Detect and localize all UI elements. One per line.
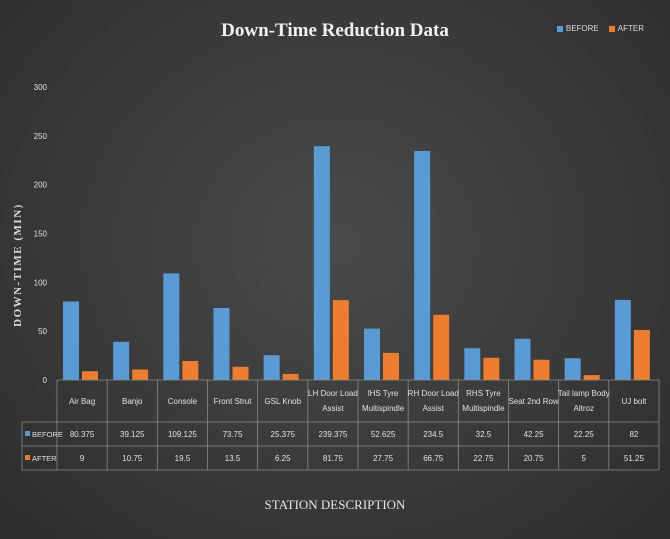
bar-before-8 (464, 348, 481, 380)
bar-after-5 (332, 300, 349, 380)
data-label-after: 27.75 (373, 454, 394, 463)
x-tick-label: Front Strut (214, 397, 253, 406)
data-label-before: 39.125 (120, 430, 145, 439)
table-legend-key-after (25, 455, 30, 460)
bar-after-2 (182, 360, 199, 380)
x-tick-label: UJ bolt (621, 397, 647, 406)
y-tick-label: 200 (34, 181, 48, 190)
data-label-after: 9 (80, 454, 85, 463)
x-tick-label: Console (168, 397, 198, 406)
x-tick-label: Assist (322, 404, 344, 413)
data-label-after: 81.75 (323, 454, 344, 463)
data-label-before: 42.25 (524, 430, 545, 439)
x-axis-title: STATION DESCRIPTION (264, 497, 406, 512)
legend-item-after: AFTER (608, 24, 644, 33)
data-label-after: 6.25 (275, 454, 291, 463)
data-label-after: 51.25 (624, 454, 645, 463)
bar-after-9 (533, 359, 550, 380)
bar-before-9 (514, 338, 531, 380)
data-label-after: 22.75 (473, 454, 494, 463)
x-tick-label: lHS Tyre (368, 389, 399, 398)
data-label-after: 19.5 (175, 454, 191, 463)
data-label-before: 239.375 (318, 430, 347, 439)
y-tick-label: 150 (34, 230, 48, 239)
data-label-after: 5 (582, 454, 587, 463)
data-label-after: 20.75 (524, 454, 545, 463)
bar-before-1 (113, 341, 130, 380)
x-tick-label: Multispindle (362, 404, 405, 413)
legend-label-after: AFTER (617, 24, 644, 33)
y-tick-label: 0 (43, 376, 48, 385)
data-label-after: 13.5 (225, 454, 241, 463)
data-label-before: 109.125 (168, 430, 197, 439)
x-tick-label: Banjo (122, 397, 143, 406)
x-tick-label: RH Door Load (408, 389, 459, 398)
legend-swatch-before (556, 25, 563, 32)
bar-before-4 (263, 355, 280, 380)
bar-before-11 (614, 299, 631, 380)
x-tick-label: Air Bag (69, 397, 95, 406)
bar-before-5 (313, 146, 330, 380)
x-tick-label: Seat 2nd Row (508, 397, 558, 406)
data-label-before: 25.375 (271, 430, 296, 439)
bar-before-10 (564, 358, 581, 380)
bar-after-7 (433, 314, 450, 380)
bar-after-3 (232, 366, 249, 380)
table-legend-key-before (25, 431, 30, 436)
legend-swatch-after (608, 25, 615, 32)
x-tick-label: Altroz (574, 404, 594, 413)
table-series-name-before: BEFORE (32, 430, 63, 439)
bar-after-1 (132, 369, 149, 380)
table-series-name-after: AFTER (32, 454, 57, 463)
bar-before-6 (364, 328, 380, 380)
data-label-before: 80.375 (70, 430, 95, 439)
x-tick-label: Multispindle (462, 404, 505, 413)
x-tick-label: Assist (423, 404, 445, 413)
data-label-before: 73.75 (223, 430, 244, 439)
bar-after-6 (383, 352, 399, 380)
x-tick-label: GSL Knob (264, 397, 301, 406)
bar-after-4 (282, 373, 299, 380)
x-tick-label: Tail lamp Body (558, 389, 610, 398)
data-label-before: 32.5 (476, 430, 492, 439)
legend-label-before: BEFORE (565, 24, 599, 33)
data-label-before: 82 (629, 430, 638, 439)
bar-after-0 (82, 371, 98, 380)
chart-legend: BEFORE AFTER (556, 24, 644, 33)
bar-before-0 (63, 301, 79, 380)
data-label-before: 52.625 (371, 430, 396, 439)
data-label-after: 66.75 (423, 454, 444, 463)
bar-before-2 (163, 273, 180, 380)
bar-after-11 (633, 329, 650, 380)
x-tick-label: RHS Tyre (466, 389, 501, 398)
bar-before-7 (414, 150, 431, 380)
y-tick-label: 300 (34, 83, 48, 92)
data-label-after: 10.75 (122, 454, 143, 463)
y-tick-label: 50 (38, 327, 47, 336)
chart-title: Down-Time Reduction Data (221, 20, 449, 41)
bar-after-8 (483, 357, 500, 380)
y-tick-label: 250 (34, 132, 48, 141)
y-tick-label: 100 (34, 278, 48, 287)
data-label-before: 234.5 (423, 430, 444, 439)
x-tick-label: LH Door Load (308, 389, 358, 398)
data-label-before: 22.25 (574, 430, 595, 439)
bar-before-3 (213, 307, 230, 380)
legend-item-before: BEFORE (556, 24, 599, 33)
bar-after-10 (583, 375, 600, 380)
